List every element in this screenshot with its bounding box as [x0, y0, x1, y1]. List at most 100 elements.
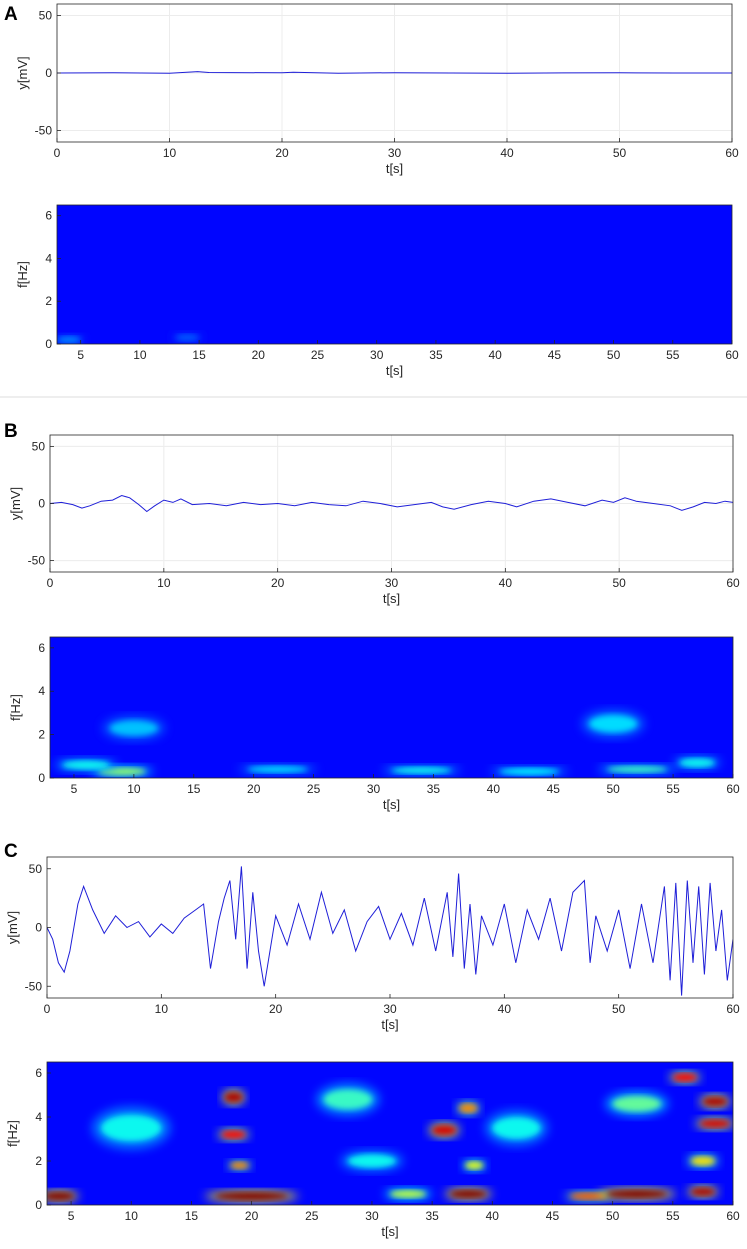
spectral-hotspot-9 [450, 1190, 487, 1198]
spectral-hotspot-10 [432, 1125, 457, 1136]
x-tick-label-7: 40 [488, 348, 502, 362]
x-tick-label-4: 25 [311, 348, 325, 362]
x-tick-label-8: 45 [548, 348, 562, 362]
spectral-hotspot-8 [390, 1190, 427, 1198]
x-tick-label-0: 0 [54, 146, 61, 160]
y-tick-label-0: -50 [28, 554, 46, 568]
y-tick-label-3: 6 [38, 641, 45, 655]
spectral-hotspot-17 [672, 1073, 697, 1082]
spectral-hotspot-12 [465, 1161, 484, 1170]
x-tick-label-4: 25 [305, 1209, 319, 1223]
spectral-hotspot-13 [492, 1117, 541, 1139]
x-tick-label-5: 50 [612, 576, 626, 590]
x-tick-label-10: 55 [666, 348, 680, 362]
x-axis-label: t[s] [386, 363, 403, 378]
plot-frame [56, 204, 733, 345]
y-tick-label-1: 2 [45, 294, 52, 308]
spectrogram-background [50, 637, 733, 778]
spectral-hotspot-20 [690, 1156, 715, 1166]
spectral-hotspot-5 [499, 768, 560, 775]
signal-trace [57, 71, 732, 74]
spectral-hotspot-6 [323, 1089, 372, 1110]
x-tick-label-1: 10 [127, 782, 141, 796]
x-tick-label-5: 30 [365, 1209, 379, 1223]
x-tick-label-5: 30 [367, 782, 381, 796]
spectral-hotspot-0 [97, 767, 146, 776]
x-tick-label-9: 50 [607, 348, 621, 362]
panel-label-b: B [4, 421, 18, 442]
x-tick-label-2: 20 [271, 576, 285, 590]
x-tick-label-8: 45 [547, 782, 561, 796]
x-tick-label-1: 10 [125, 1209, 139, 1223]
x-tick-label-7: 40 [486, 1209, 500, 1223]
x-tick-label-5: 50 [612, 1002, 626, 1016]
x-axis-label: t[s] [383, 591, 400, 606]
spectral-hotspot-0 [57, 336, 81, 343]
x-tick-label-4: 40 [499, 576, 513, 590]
x-tick-label-2: 15 [185, 1209, 199, 1223]
y-tick-label-0: -50 [35, 124, 53, 138]
spectral-hotspot-7 [347, 1154, 397, 1168]
spectral-hotspot-16 [612, 1096, 661, 1112]
spectral-hotspot-2 [215, 1192, 288, 1201]
spectral-hotspot-1 [101, 1114, 162, 1142]
y-tick-label-2: 4 [38, 684, 45, 698]
x-tick-label-0: 5 [77, 348, 84, 362]
x-axis-label: t[s] [386, 161, 403, 176]
spectral-hotspot-18 [702, 1097, 727, 1106]
x-tick-label-11: 60 [726, 1209, 740, 1223]
spectral-hotspot-0 [47, 1192, 75, 1201]
x-axis-label: t[s] [381, 1224, 398, 1239]
y-axis-label: y[mV] [15, 56, 30, 89]
x-tick-label-3: 30 [388, 146, 402, 160]
x-tick-label-0: 0 [44, 1002, 51, 1016]
spectral-hotspot-5 [230, 1162, 249, 1169]
y-tick-label-0: 0 [38, 771, 45, 785]
plot-frame [49, 636, 734, 779]
spectral-hotspot-6 [607, 766, 668, 773]
x-tick-label-1: 10 [155, 1002, 169, 1016]
signal-trace [47, 866, 733, 996]
y-tick-label-0: -50 [25, 979, 43, 993]
y-tick-label-1: 2 [35, 1154, 42, 1168]
x-tick-label-1: 10 [163, 146, 177, 160]
spectral-hotspot-14 [570, 1192, 607, 1200]
x-tick-label-4: 40 [500, 146, 514, 160]
y-tick-label-2: 50 [39, 9, 53, 23]
x-tick-label-3: 20 [252, 348, 266, 362]
x-tick-label-10: 55 [666, 782, 680, 796]
chart-c-spectrogram: 5 10 15 20 25 30 35 40 45 50 55 60 0 2 4 6 t[s] f[Hz] [5, 1061, 740, 1239]
x-tick-label-10: 55 [666, 1209, 680, 1223]
x-tick-label-1: 10 [133, 348, 147, 362]
spectral-hotspot-4 [221, 1130, 246, 1139]
spectral-hotspot-4 [391, 767, 452, 774]
x-tick-label-0: 0 [47, 576, 54, 590]
x-tick-label-1: 10 [157, 576, 171, 590]
y-tick-label-0: 0 [35, 1198, 42, 1212]
y-tick-label-0: 0 [45, 337, 52, 351]
y-axis-label: y[mV] [5, 911, 20, 944]
x-tick-label-3: 20 [247, 782, 261, 796]
panel-label-a: A [4, 4, 18, 25]
y-tick-label-1: 0 [45, 66, 52, 80]
spectrogram-background [57, 205, 732, 344]
spectral-hotspot-8 [679, 758, 716, 768]
x-tick-label-7: 40 [487, 782, 501, 796]
spectral-hotspot-19 [699, 1119, 730, 1128]
spectral-hotspot-21 [690, 1187, 715, 1196]
x-tick-label-2: 15 [187, 782, 201, 796]
x-tick-label-3: 30 [383, 1002, 397, 1016]
x-axis-label: t[s] [383, 797, 400, 812]
x-tick-label-9: 50 [606, 1209, 620, 1223]
chart-b-spectrogram: 5 10 15 20 25 30 35 40 45 50 55 60 0 2 4 6 t[s] f[Hz] [8, 636, 740, 812]
y-tick-label-2: 50 [32, 439, 46, 453]
x-tick-label-6: 60 [726, 1002, 740, 1016]
y-axis-label: f[Hz] [15, 261, 30, 288]
x-tick-label-2: 20 [269, 1002, 283, 1016]
y-tick-label-2: 4 [35, 1110, 42, 1124]
plot-background [47, 857, 733, 998]
x-tick-label-4: 25 [307, 782, 321, 796]
